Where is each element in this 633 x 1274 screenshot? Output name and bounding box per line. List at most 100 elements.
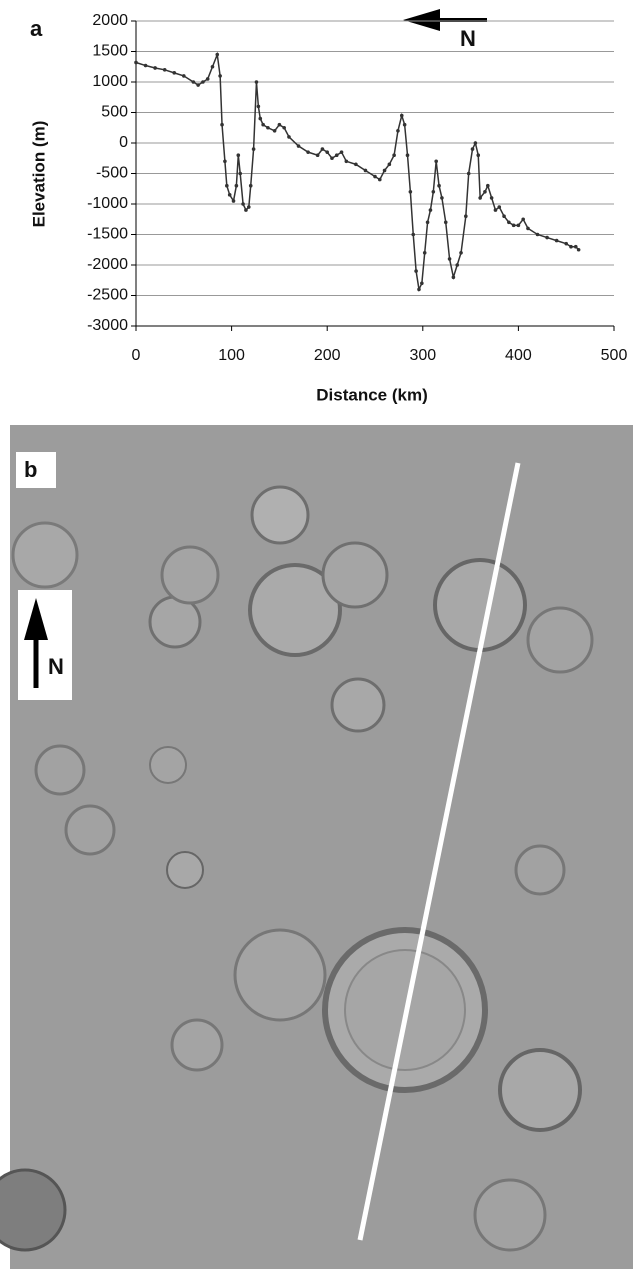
point — [569, 244, 573, 249]
point — [437, 183, 441, 188]
point — [210, 64, 215, 69]
point — [153, 66, 157, 70]
point — [277, 122, 282, 127]
point — [334, 153, 339, 157]
point — [535, 232, 540, 237]
point — [511, 223, 516, 228]
x-tick-label: 300 — [409, 347, 436, 364]
point — [339, 150, 344, 154]
point — [315, 153, 320, 157]
point — [344, 159, 349, 164]
x-tick-label: 100 — [218, 347, 245, 364]
point — [564, 241, 568, 246]
point — [428, 208, 433, 212]
point — [387, 162, 392, 167]
y-tick-label: -2000 — [87, 256, 128, 273]
point — [411, 232, 416, 237]
point — [261, 122, 265, 127]
point — [476, 153, 481, 157]
point — [282, 125, 286, 130]
y-tick-label: 1500 — [92, 43, 128, 60]
point — [420, 281, 424, 286]
point — [325, 150, 330, 154]
point — [417, 287, 421, 292]
point — [330, 156, 334, 161]
point — [143, 63, 148, 68]
point — [272, 129, 277, 133]
point — [223, 159, 227, 164]
point — [396, 129, 400, 133]
point — [455, 263, 460, 267]
point — [486, 183, 490, 188]
north-label: N — [48, 654, 64, 679]
y-tick-label: 500 — [101, 104, 128, 121]
point — [478, 196, 482, 200]
y-tick-label: -2500 — [87, 287, 128, 304]
point — [443, 220, 448, 225]
panel-label: b — [24, 457, 37, 482]
x-tick-label: 200 — [314, 347, 341, 364]
y-tick-label: 2000 — [92, 12, 128, 29]
point — [296, 144, 301, 148]
point — [459, 251, 463, 255]
point — [241, 202, 245, 206]
point — [466, 171, 471, 176]
point — [483, 190, 487, 194]
point — [382, 168, 387, 173]
x-axis-label: Distance (km) — [316, 385, 427, 404]
point — [473, 141, 478, 145]
point — [231, 199, 236, 203]
point — [306, 150, 310, 154]
point — [489, 196, 494, 200]
point — [256, 104, 261, 109]
point — [502, 214, 506, 218]
point — [402, 122, 407, 127]
panel-label: a — [30, 16, 43, 41]
point — [497, 205, 502, 209]
point — [414, 269, 418, 273]
point — [434, 159, 438, 164]
point — [244, 208, 248, 212]
x-tick-label: 0 — [132, 347, 141, 364]
point — [218, 74, 222, 78]
point — [521, 217, 525, 222]
y-tick-label: 0 — [119, 134, 128, 151]
point — [236, 153, 241, 157]
point — [573, 244, 578, 249]
point — [238, 171, 243, 176]
point — [191, 80, 196, 84]
y-axis-label: Elevation (m) — [29, 121, 48, 228]
point — [377, 177, 382, 182]
north-arrow-top — [403, 9, 487, 31]
point — [431, 190, 436, 194]
point — [227, 193, 232, 197]
point — [162, 68, 167, 72]
point — [172, 71, 177, 75]
point — [134, 60, 138, 65]
y-tick-label: -1000 — [87, 195, 128, 212]
image-panel — [0, 425, 633, 1269]
point — [258, 116, 263, 121]
point — [507, 220, 511, 225]
y-tick-label: 1000 — [92, 73, 128, 90]
point — [493, 208, 498, 212]
point — [287, 135, 291, 139]
point — [354, 162, 358, 167]
point — [266, 125, 270, 130]
point — [320, 147, 325, 151]
point — [440, 196, 444, 200]
point — [373, 174, 377, 179]
point — [215, 52, 220, 57]
point — [251, 147, 256, 151]
x-tick-label: 500 — [601, 347, 628, 364]
series-line — [135, 51, 580, 292]
point — [447, 257, 452, 261]
point — [205, 77, 210, 81]
point — [234, 183, 239, 188]
point — [254, 80, 259, 84]
y-tick-label: -3000 — [87, 317, 128, 334]
point — [247, 205, 251, 209]
point — [545, 235, 549, 240]
point — [405, 153, 410, 157]
